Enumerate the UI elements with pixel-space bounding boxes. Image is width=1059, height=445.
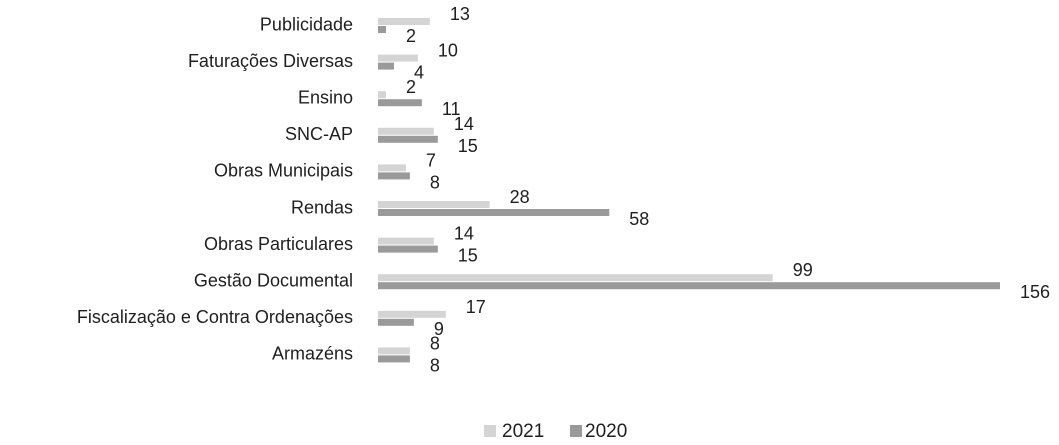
value-label-2021-ensino: 2 — [406, 77, 416, 97]
value-label-2020-obras-particulares: 15 — [458, 246, 478, 266]
legend-label-2021: 2021 — [502, 421, 544, 442]
value-label-2021-obras-municipais: 7 — [426, 150, 436, 170]
value-label-2021-obras-particulares: 14 — [454, 224, 474, 244]
bar-2021-gestao-documental — [378, 274, 773, 282]
bar-2021-obras-municipais — [378, 164, 406, 172]
category-label-obras-municipais: Obras Municipais — [214, 161, 353, 181]
bar-2020-publicidade — [378, 26, 386, 33]
category-label-armazens: Armazéns — [272, 344, 353, 364]
value-label-2020-ensino: 11 — [442, 99, 461, 119]
category-label-publicidade: Publicidade — [260, 14, 353, 34]
value-label-2021-fiscalizacao-e-contra-ordenacoes: 17 — [466, 297, 486, 317]
value-label-2020-obras-municipais: 8 — [430, 172, 440, 192]
category-label-ensino: Ensino — [298, 87, 353, 107]
bar-2021-snc-ap — [378, 127, 434, 135]
category-label-gestao-documental: Gestão Documental — [194, 270, 353, 290]
bar-2021-fiscalizacao-e-contra-ordenacoes — [378, 310, 446, 318]
bar-2021-ensino — [378, 91, 386, 99]
bar-2021-faturacoes-diversas — [378, 54, 418, 62]
bar-2020-fiscalizacao-e-contra-ordenacoes — [378, 318, 414, 326]
value-label-2020-rendas: 58 — [629, 209, 649, 229]
value-label-2021-armazens: 8 — [430, 333, 440, 353]
bar-2020-ensino — [378, 99, 422, 107]
legend: 2021 2020 — [484, 421, 627, 442]
category-label-fiscalizacao-e-contra-ordenacoes: Fiscalização e Contra Ordenações — [77, 307, 353, 327]
category-label-snc-ap: SNC-AP — [285, 124, 353, 144]
value-label-2021-publicidade: 13 — [450, 4, 470, 24]
category-labels: Publicidade Faturações Diversas Ensino SNC-… — [77, 14, 353, 363]
value-label-2020-snc-ap: 15 — [458, 136, 478, 156]
category-label-faturacoes-diversas: Faturações Diversas — [188, 51, 353, 71]
value-label-2021-gestao-documental: 99 — [793, 260, 813, 280]
bar-2021-obras-particulares — [378, 237, 434, 245]
value-label-2020-gestao-documental: 156 — [1020, 282, 1050, 302]
value-label-2021-snc-ap: 14 — [454, 114, 474, 134]
category-label-rendas: Rendas — [291, 197, 353, 217]
bar-2020-obras-particulares — [378, 245, 438, 253]
value-label-2020-publicidade: 2 — [406, 26, 416, 46]
value-label-2021-rendas: 28 — [510, 187, 530, 207]
value-label-2021-faturacoes-diversas: 10 — [438, 41, 458, 61]
bar-2021-publicidade — [378, 18, 430, 25]
legend-swatch-2020 — [570, 425, 582, 437]
legend-label-2020: 2020 — [585, 421, 627, 442]
bar-2020-snc-ap — [378, 135, 438, 143]
bar-2021-rendas — [378, 201, 490, 208]
bars — [378, 18, 1000, 363]
category-label-obras-particulares: Obras Particulares — [204, 234, 353, 254]
value-label-2020-armazens: 8 — [430, 355, 440, 375]
value-label-2020-faturacoes-diversas: 4 — [414, 63, 424, 83]
bar-2021-armazens — [378, 347, 410, 355]
bar-2020-faturacoes-diversas — [378, 62, 394, 70]
bar-2020-gestao-documental — [378, 282, 1000, 290]
bar-2020-obras-municipais — [378, 172, 410, 180]
bar-2020-rendas — [378, 209, 610, 216]
bar-2020-armazens — [378, 355, 410, 363]
legend-swatch-2021 — [484, 425, 496, 437]
value-label-2020-fiscalizacao-e-contra-ordenacoes: 9 — [434, 319, 444, 339]
